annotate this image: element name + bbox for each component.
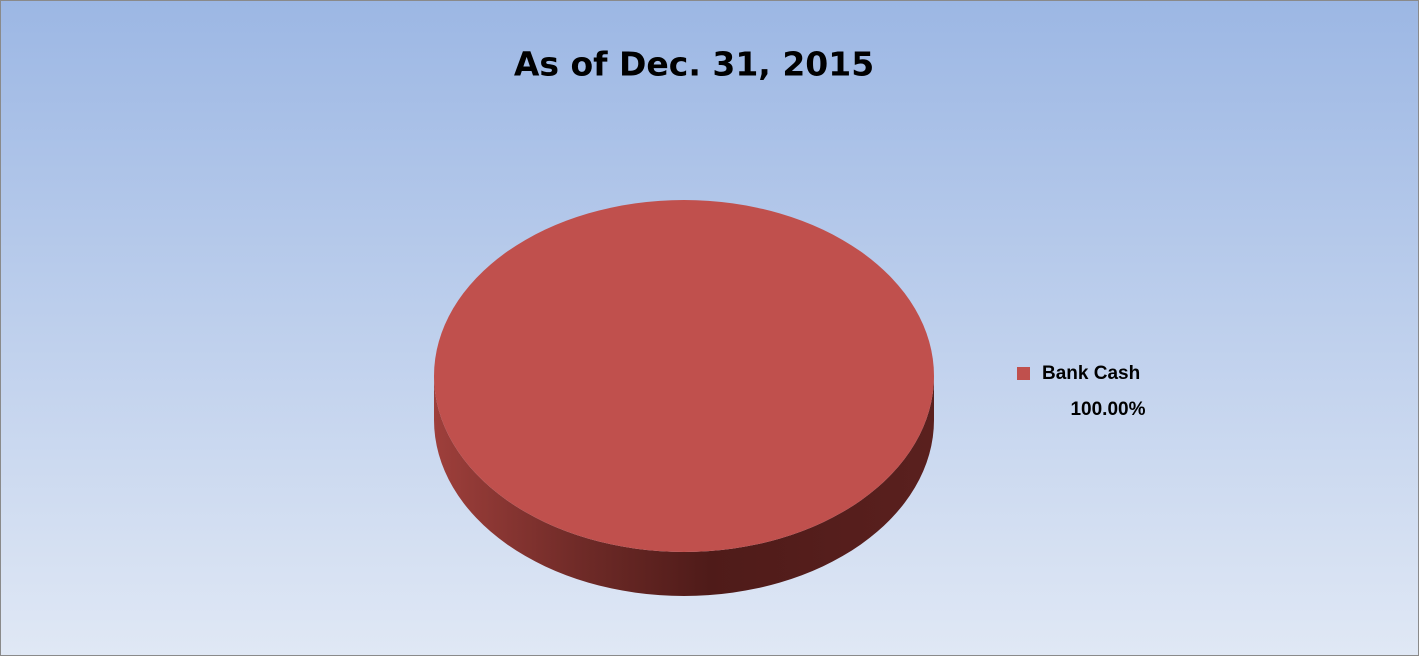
legend-label: Bank Cash — [1042, 363, 1140, 384]
legend-value: 100.00% — [1070, 399, 1145, 420]
pie-slice — [434, 200, 934, 552]
legend-swatch — [1017, 367, 1030, 380]
legend: Bank Cash 100.00% — [1017, 363, 1146, 420]
chart-title: As of Dec. 31, 2015 — [514, 45, 874, 84]
plot-area — [434, 200, 934, 596]
pie-side — [434, 376, 934, 596]
